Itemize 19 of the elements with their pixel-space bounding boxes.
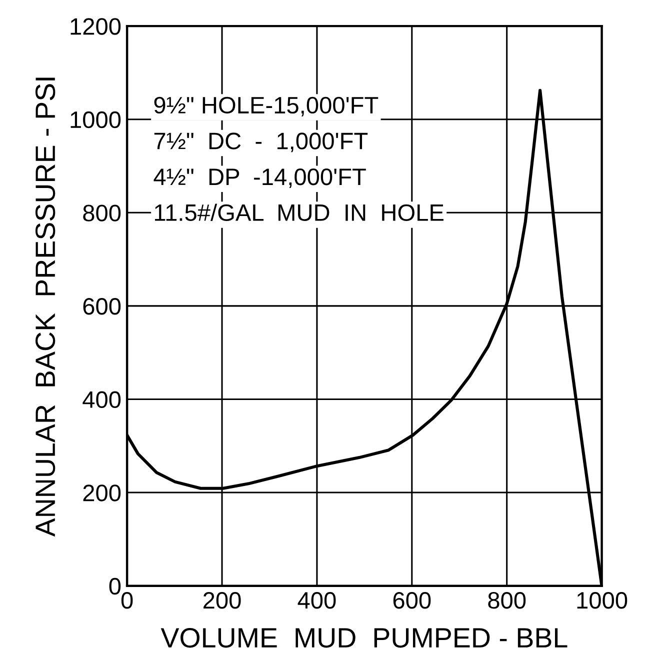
- x-tick-label: 800: [488, 592, 526, 609]
- x-axis-title: VOLUME MUD PUMPED - BBL: [160, 628, 568, 648]
- annotation: 4½" DP -14,000'FT: [154, 168, 366, 188]
- y-tick-label: 200: [83, 484, 121, 502]
- x-tick-label: 400: [298, 592, 336, 609]
- y-tick-label: 1000: [70, 111, 121, 128]
- annotation: 11.5#/GAL MUD IN HOLE: [154, 204, 444, 222]
- annotation: 9½" HOLE-15,000'FT: [154, 96, 378, 116]
- y-tick-label: 1200: [70, 18, 121, 35]
- x-tick-label: 200: [204, 592, 241, 609]
- y-tick-label: 0: [109, 578, 121, 595]
- x-tick-label: 0: [121, 592, 133, 609]
- y-axis-title: ANNULAR BACK PRESSURE - PSI: [35, 78, 56, 537]
- y-tick-label: 600: [83, 298, 121, 315]
- annotation: 7½" DC - 1,000'FT: [154, 132, 368, 152]
- y-tick-label: 400: [82, 391, 121, 408]
- x-tick-label: 600: [393, 592, 431, 609]
- y-tick-label: 800: [83, 204, 121, 222]
- x-tick-label: 1000: [577, 592, 628, 609]
